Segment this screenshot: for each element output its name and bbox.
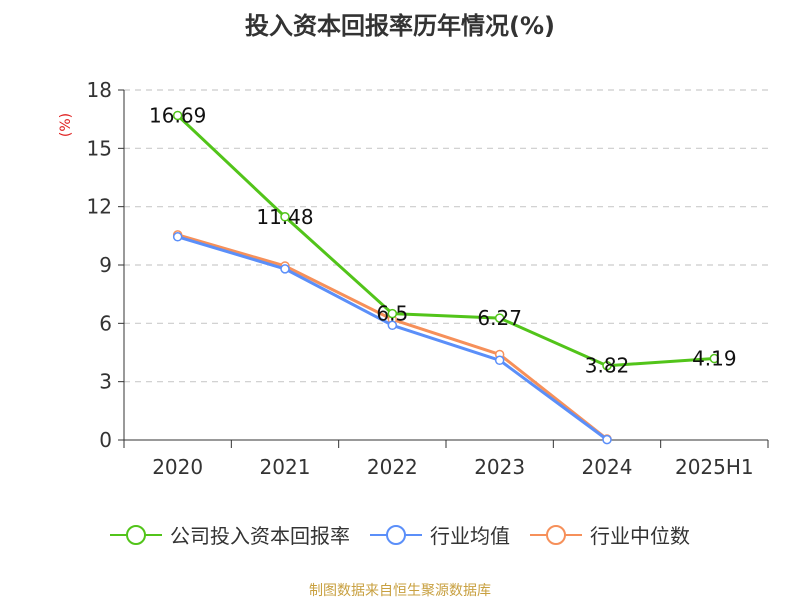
source-note: 制图数据来自恒生聚源数据库 [309,583,491,599]
x-tick-label: 2023 [474,455,525,479]
data-point [602,360,612,371]
data-point [387,308,398,319]
data-point [387,320,398,331]
data-label: 6.5 [376,302,408,326]
legend: 公司投入资本回报率 行业均值 行业中位数 [0,520,800,549]
legend-avg-line-icon [370,524,422,545]
series-group [172,110,720,445]
legend-company-line-icon [110,524,162,545]
y-tick-label: 15 [87,136,112,160]
data-point [494,355,505,366]
data-labels: 16.69 11.48 6.5 6.27 3.82 4.19 [149,103,737,377]
data-label: 11.48 [256,205,313,229]
data-label: 6.27 [477,306,522,330]
data-label: 3.82 [585,354,630,378]
series-line-0 [176,114,715,368]
data-label: 16.69 [149,103,206,127]
chart-title: 投入资本回报率历年情况(%) [245,12,555,40]
y-tick-label: 6 [99,311,112,335]
legend-company-label: 公司投入资本回报率 [170,524,350,548]
data-point [172,232,183,242]
data-point [494,313,505,323]
axes: 0 3 6 9 12 15 18 2020 2021 2022 2023 2024 2025H1 (%) [58,78,769,479]
data-point [280,264,290,274]
data-point [172,110,183,121]
y-tick-label: 18 [87,78,112,102]
legend-item-industry-avg[interactable]: 行业均值 [370,520,510,549]
x-tick-label: 2024 [582,455,633,479]
legend-item-company[interactable]: 公司投入资本回报率 [110,520,350,549]
data-label: 4.19 [692,347,737,371]
x-tick-label: 2022 [367,455,418,479]
y-tick-label: 12 [87,195,112,219]
x-tick-label: 2025H1 [675,455,754,479]
legend-item-industry-median[interactable]: 行业中位数 [530,520,690,549]
y-tick-label: 3 [99,370,112,394]
y-tick-label: 0 [99,428,112,452]
legend-avg-label: 行业均值 [430,524,510,548]
y-axis-unit-label: (%) [58,113,74,137]
x-tick-label: 2020 [152,455,203,479]
legend-median-line-icon [530,524,582,545]
y-tick-label: 9 [99,253,112,277]
gridlines [124,89,768,383]
data-point [709,353,720,364]
x-tick-label: 2021 [260,455,311,479]
legend-median-label: 行业中位数 [590,524,690,548]
data-point [280,212,290,222]
data-point [602,434,612,445]
